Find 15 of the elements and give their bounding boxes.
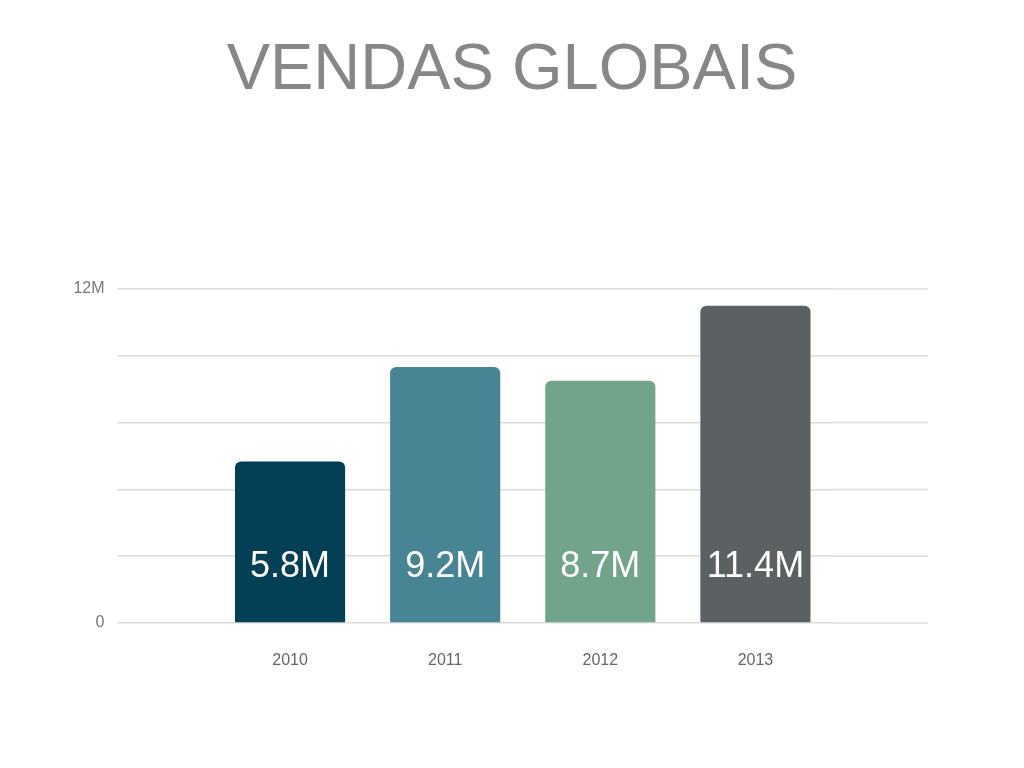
x-tick-label: 2011 (427, 651, 463, 669)
y-tick-label: 12M (73, 279, 105, 297)
bar (390, 366, 501, 623)
bar (545, 380, 656, 623)
data-label: 9.2M (405, 543, 486, 585)
chart-title: VENDAS GLOBAIS (225, 30, 799, 103)
data-label: 8.7M (560, 543, 641, 585)
x-tick-label: 2013 (737, 651, 774, 669)
data-label: 5.8M (250, 543, 331, 585)
data-label: 11.4M (706, 543, 805, 585)
bar (234, 461, 346, 623)
y-tick-label: 0 (95, 613, 105, 631)
bar (700, 305, 811, 623)
x-tick-label: 2010 (272, 651, 308, 669)
x-tick-label: 2012 (582, 651, 619, 669)
